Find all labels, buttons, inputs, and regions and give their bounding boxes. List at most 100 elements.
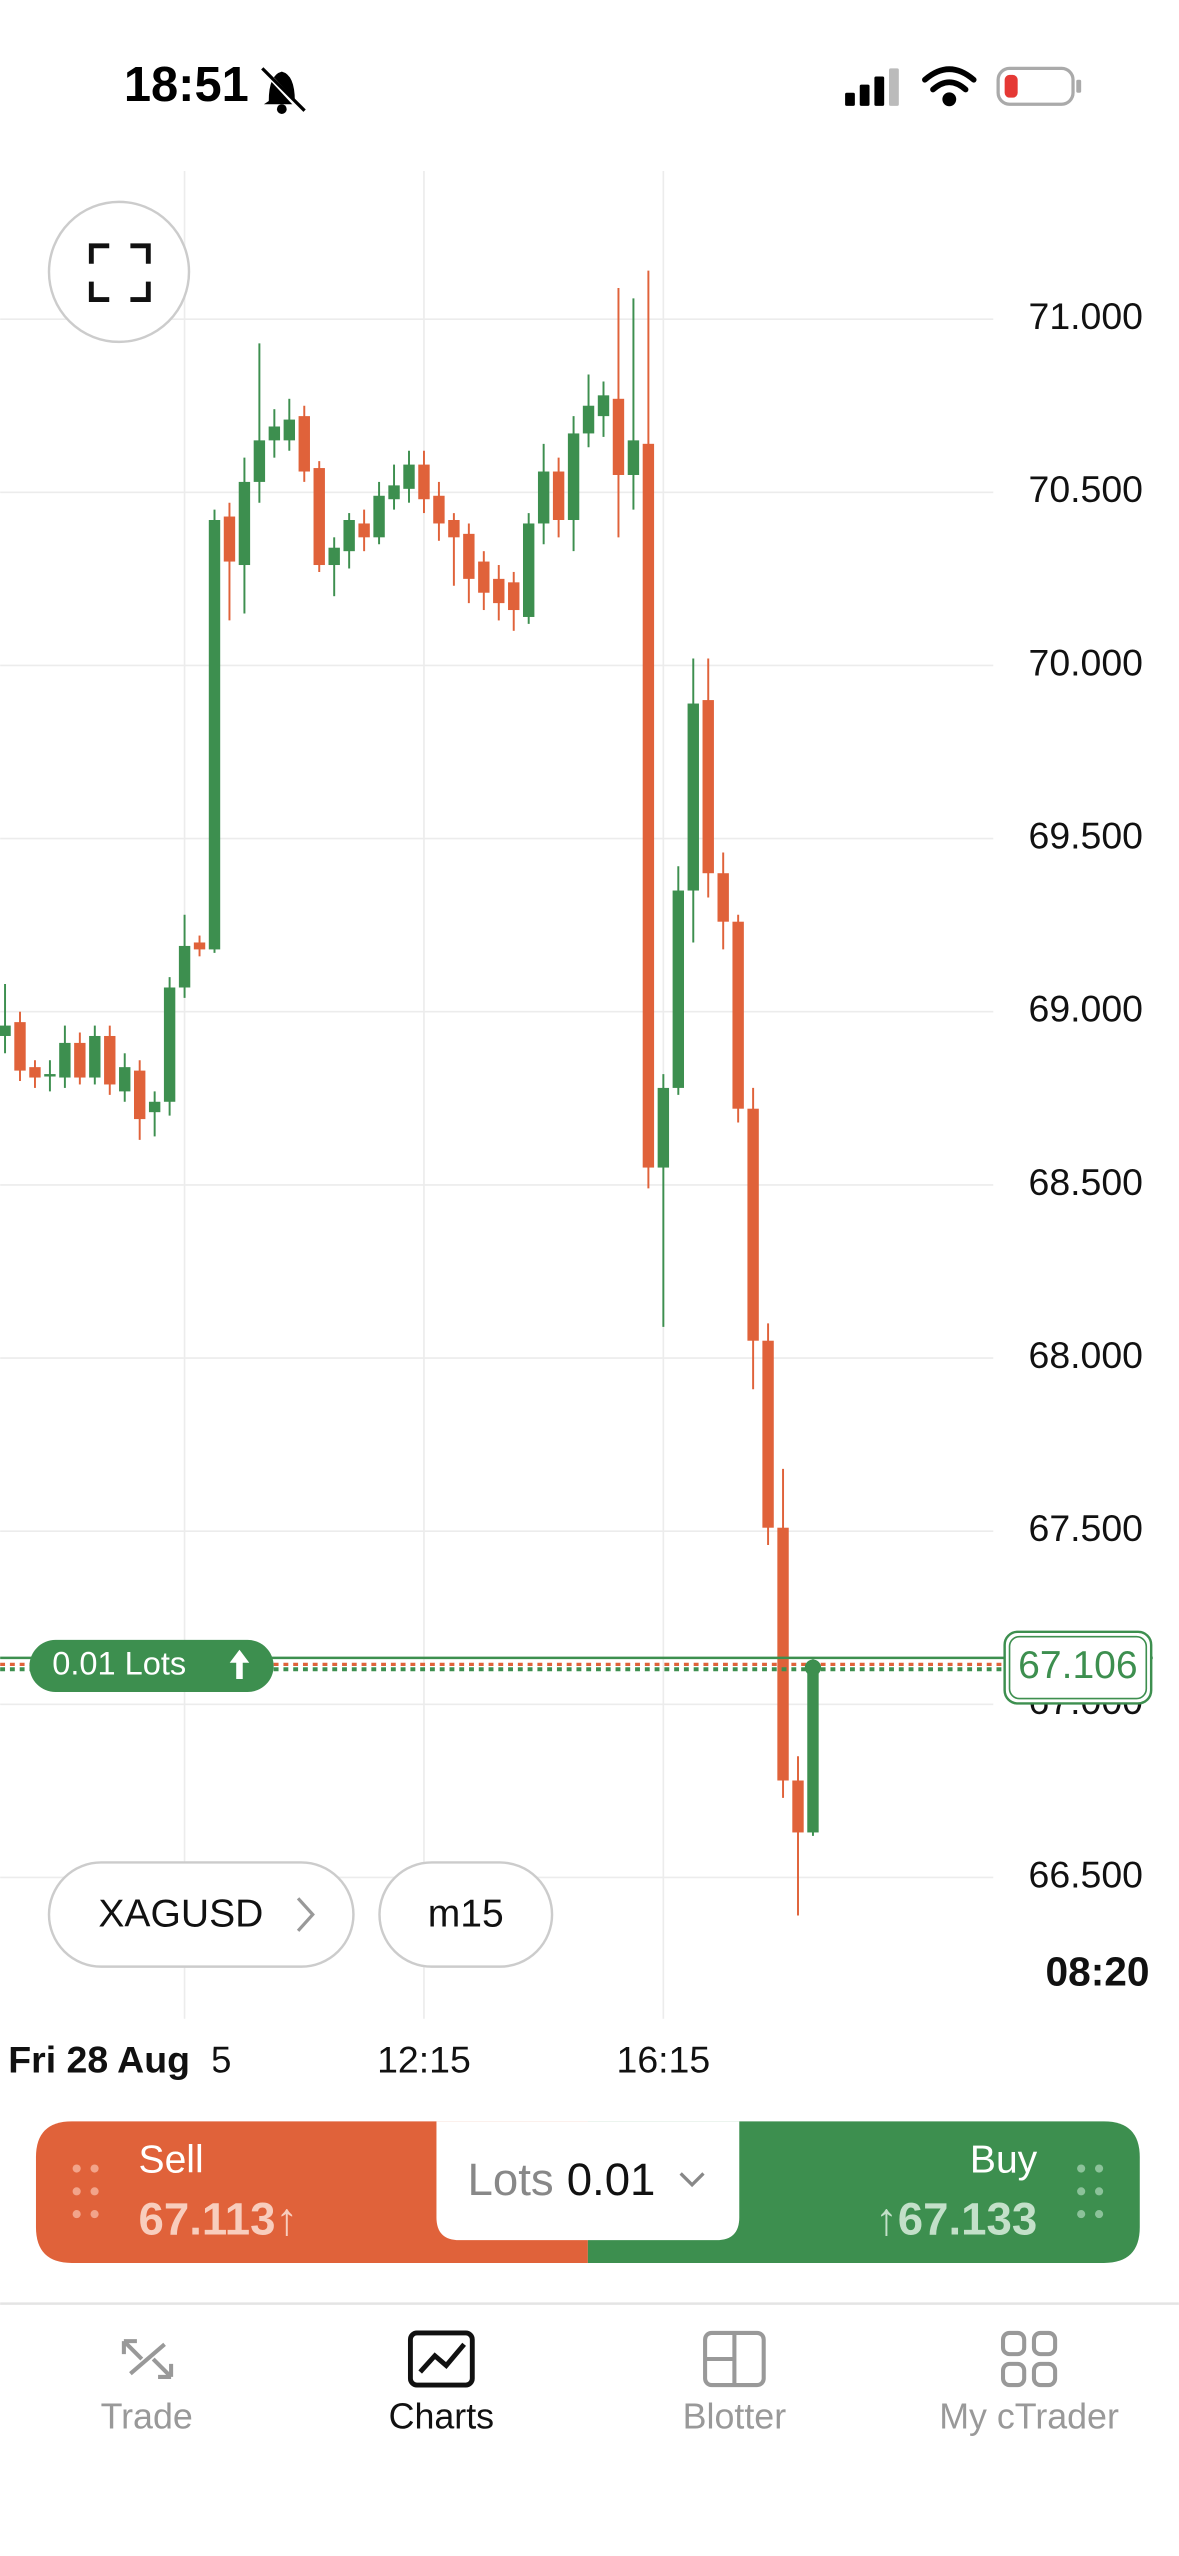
battery-icon	[996, 66, 1082, 106]
candle-body	[582, 405, 595, 434]
tab-label: My cTrader	[939, 2397, 1119, 2437]
candle-body	[119, 1067, 131, 1092]
tab-label: Charts	[389, 2397, 494, 2437]
candle-body	[777, 1527, 789, 1781]
status-time: 18:51	[124, 58, 249, 112]
candle-body	[59, 1042, 71, 1078]
candle-body	[343, 520, 355, 552]
y-tick-label: 69.500	[1029, 814, 1144, 856]
candle-body	[163, 987, 176, 1102]
candle-body	[208, 520, 221, 950]
candle-body	[747, 1108, 759, 1341]
buy-price: ↑67.133	[875, 2193, 1037, 2244]
wifi-icon	[922, 66, 977, 107]
candle-body	[657, 1087, 670, 1168]
date-label: Fri 28 Aug	[8, 2039, 190, 2081]
sell-handle	[72, 2164, 99, 2219]
candle-body	[717, 873, 729, 922]
current-price-label: 67.106	[1018, 1644, 1137, 1687]
candle-body	[642, 443, 655, 1168]
candle-body	[253, 440, 266, 482]
candle-body	[328, 547, 340, 566]
y-tick-label: 66.500	[1029, 1853, 1144, 1895]
order-bar: Sell 67.113↑ Buy ↑67.133 Lots 0.01	[35, 2121, 1140, 2263]
tab-blotter[interactable]: Blotter	[683, 2330, 787, 2437]
candle-body	[537, 471, 550, 524]
candle-body	[133, 1070, 146, 1120]
countdown: 08:20	[1045, 1949, 1149, 1995]
symbol-label: XAGUSD	[98, 1893, 263, 1936]
tab-label: Blotter	[683, 2397, 787, 2437]
x-tick-label: 12:15	[377, 2039, 471, 2081]
y-tick-label: 68.000	[1029, 1334, 1144, 1376]
candle-body	[448, 520, 460, 538]
buy-handle	[1077, 2164, 1104, 2219]
candle-body	[44, 1074, 56, 1077]
candle-body	[178, 945, 191, 988]
candle-body	[298, 416, 310, 472]
candle-body	[0, 1025, 11, 1036]
candle-body	[29, 1067, 41, 1078]
candle-body	[74, 1042, 86, 1078]
buy-label: Buy	[970, 2138, 1038, 2181]
candles	[0, 270, 819, 1916]
tab-charts[interactable]: Charts	[389, 2330, 494, 2437]
y-tick-label: 70.500	[1029, 468, 1144, 510]
tab-mycTrader[interactable]: My cTrader	[939, 2330, 1119, 2437]
candle-body	[478, 561, 490, 593]
candle-body	[463, 533, 475, 579]
candle-body	[89, 1035, 101, 1078]
candle-body	[702, 700, 714, 874]
candle-body	[14, 1022, 26, 1071]
y-tick-label: 68.500	[1029, 1161, 1144, 1203]
candle-body	[418, 464, 430, 500]
position-label: 0.01 Lots	[52, 1646, 186, 1682]
candle-body	[238, 481, 251, 566]
candle-body	[148, 1101, 161, 1113]
lots-label: Lots	[468, 2154, 554, 2205]
tab-trade[interactable]: Trade	[101, 2339, 193, 2437]
date-label-bg	[0, 2035, 214, 2091]
candle-body	[358, 523, 370, 538]
candle-body	[792, 1780, 804, 1833]
candle-body	[373, 495, 385, 538]
current-price-dot	[804, 1659, 822, 1676]
candle-body	[493, 578, 505, 604]
candle-body	[612, 398, 625, 475]
lots-selector[interactable]	[436, 2121, 740, 2241]
position-pill	[29, 1639, 274, 1693]
candle-body	[268, 426, 281, 441]
candle-body	[552, 471, 565, 521]
candle-body	[672, 890, 685, 1088]
lots-value: 0.01	[567, 2154, 656, 2205]
candle-body	[807, 1667, 819, 1833]
candle-body	[627, 440, 640, 475]
fullscreen-button[interactable]	[47, 200, 191, 344]
candle-body	[104, 1035, 116, 1085]
candle-body	[388, 485, 400, 500]
candle-body	[283, 419, 296, 441]
candle-body	[732, 921, 744, 1109]
overlay: 67.106 0.01 Lots	[0, 1630, 1153, 1705]
price-label-box-inner	[1008, 1635, 1148, 1700]
candle-body	[597, 395, 610, 417]
candle-body	[567, 433, 580, 521]
y-tick-label: 71.000	[1029, 295, 1144, 337]
x-tick-label: 16:15	[617, 2039, 711, 2081]
symbol-pill[interactable]: XAGUSD	[47, 1861, 355, 1968]
candle-body	[403, 464, 415, 489]
candle-body	[687, 703, 699, 891]
sell-price: 67.113↑	[139, 2193, 299, 2244]
grid: 66.50067.00067.50068.00068.50069.00069.5…	[0, 170, 1144, 2019]
candle-body	[223, 516, 236, 562]
y-tick-label: 69.000	[1029, 988, 1144, 1030]
candle-body	[508, 582, 520, 611]
candle-body	[313, 468, 325, 566]
candle-body	[433, 495, 445, 524]
y-tick-label: 70.000	[1029, 641, 1144, 683]
timeframe-pill[interactable]: m15	[378, 1861, 554, 1968]
candle-body	[193, 942, 206, 950]
position-arrow	[229, 1649, 250, 1680]
